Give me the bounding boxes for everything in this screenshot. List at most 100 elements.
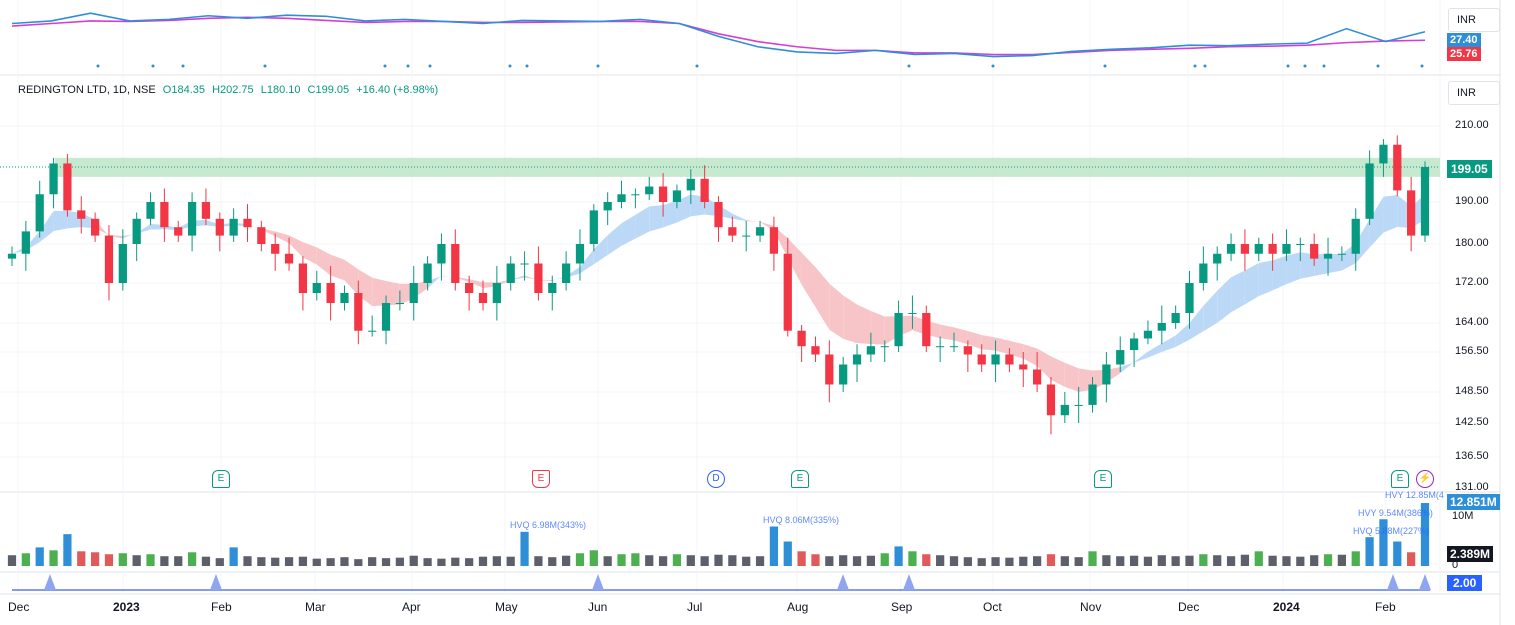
ema-band-segment xyxy=(1383,194,1398,233)
ema-band-segment xyxy=(746,220,761,223)
volume-bar xyxy=(1254,551,1263,566)
earnings-event-icon[interactable]: E xyxy=(1094,470,1112,488)
candle-body xyxy=(977,354,986,365)
currency-button-main[interactable]: INR xyxy=(1448,81,1500,105)
volume-bar xyxy=(326,558,335,566)
candle-body xyxy=(783,253,792,331)
ema-band-segment xyxy=(1175,322,1190,347)
volume-bar xyxy=(1185,555,1194,566)
ema-band-segment xyxy=(1258,260,1273,297)
last-price-label: 199.05 xyxy=(1447,160,1492,178)
volume-bar xyxy=(35,547,44,566)
volume-bar xyxy=(1005,557,1014,566)
earnings-event-icon[interactable]: E xyxy=(1391,470,1409,488)
ema-band-segment xyxy=(1161,335,1176,352)
candle-body xyxy=(437,244,446,264)
ema-band-segment xyxy=(857,304,871,345)
indicator-signal-dot xyxy=(1303,64,1307,68)
volume-bar xyxy=(187,552,197,566)
time-axis-label: Mar xyxy=(305,600,326,614)
ema-band-segment xyxy=(275,231,290,244)
candle-body xyxy=(1226,244,1236,254)
earnings-event-icon[interactable]: E xyxy=(532,470,550,488)
volume-bar xyxy=(658,556,668,566)
currency-button-top[interactable]: INR xyxy=(1448,8,1500,32)
volume-bar xyxy=(714,554,723,566)
ema-band-segment xyxy=(870,310,885,345)
time-axis-label: Aug xyxy=(787,600,809,614)
candle-body xyxy=(271,244,280,254)
volume-bar xyxy=(284,557,294,566)
candle-body xyxy=(451,244,460,283)
volume-bar xyxy=(908,551,917,566)
volume-bar xyxy=(534,556,543,566)
lightning-event-icon[interactable]: ⚡ xyxy=(1416,470,1434,488)
candle-body xyxy=(7,253,17,259)
ema-band-segment xyxy=(316,247,331,276)
candle-body xyxy=(1213,253,1222,264)
signal-spike xyxy=(837,574,849,590)
ema-band-segment xyxy=(289,235,303,258)
price-tick: 131.00 xyxy=(1455,481,1489,493)
dividend-event-icon[interactable]: D xyxy=(707,470,725,488)
ema-band-segment xyxy=(247,224,262,230)
volume-bar xyxy=(991,557,1000,566)
price-tick: 210.00 xyxy=(1455,119,1489,131)
candle-body xyxy=(298,263,308,293)
price-tick: 180.00 xyxy=(1455,237,1489,249)
volume-bar xyxy=(783,541,792,566)
price-tick: 136.50 xyxy=(1455,450,1489,462)
candle-body xyxy=(77,210,86,219)
candle-body xyxy=(575,244,585,264)
symbol-title[interactable]: REDINGTON LTD, 1D, NSE xyxy=(18,84,156,96)
time-axis-label: May xyxy=(495,600,518,614)
volume-bar xyxy=(520,531,529,566)
earnings-event-icon[interactable]: E xyxy=(791,470,809,488)
volume-bar xyxy=(866,555,875,566)
signal-value-label: 2.00 xyxy=(1447,575,1483,591)
indicator-blue-line xyxy=(11,12,1426,58)
ohlc-change: +16.40 (+8.98%) xyxy=(356,84,439,96)
candle-body xyxy=(672,190,682,202)
indicator-signal-dot xyxy=(907,64,911,68)
volume-bar xyxy=(922,554,931,566)
volume-bar xyxy=(160,556,169,566)
candle-body xyxy=(797,330,806,347)
candle-body xyxy=(229,218,238,236)
volume-bar xyxy=(645,555,654,566)
ohlc-close: C199.05 xyxy=(307,84,350,96)
indicator-signal-dot xyxy=(263,64,267,68)
ema-band-segment xyxy=(344,259,359,296)
indicator-signal-dot xyxy=(695,64,699,68)
ema-band-segment xyxy=(1037,348,1051,380)
candle-body xyxy=(908,313,917,314)
volume-bar xyxy=(312,558,321,566)
candle-body xyxy=(104,235,114,283)
ema-band-segment xyxy=(372,277,387,307)
candle-body xyxy=(1268,244,1277,254)
time-axis-label: Jun xyxy=(588,600,608,614)
candle-body xyxy=(589,210,598,244)
ema-band-segment xyxy=(1120,362,1135,374)
ema-band-segment xyxy=(1272,255,1287,291)
volume-bar xyxy=(562,555,571,566)
volume-bar xyxy=(811,554,820,566)
candle-body xyxy=(1033,369,1042,385)
time-axis-label: Sep xyxy=(891,600,913,614)
earnings-event-icon[interactable]: E xyxy=(212,470,230,488)
candle-body xyxy=(1143,330,1153,339)
volume-bar xyxy=(548,557,557,566)
volume-bar xyxy=(1226,556,1236,566)
candle-body xyxy=(880,346,889,348)
candle-body xyxy=(949,346,959,348)
volume-bar xyxy=(963,557,972,566)
volume-bar xyxy=(1213,555,1222,566)
volume-bar xyxy=(146,554,155,566)
ema-band-segment xyxy=(967,330,982,350)
volume-tick-0: 0 xyxy=(1452,559,1459,571)
ema-band-segment xyxy=(1203,290,1218,332)
ema-band-segment xyxy=(302,242,317,265)
volume-bar xyxy=(1033,556,1042,566)
volume-bar xyxy=(77,551,86,566)
